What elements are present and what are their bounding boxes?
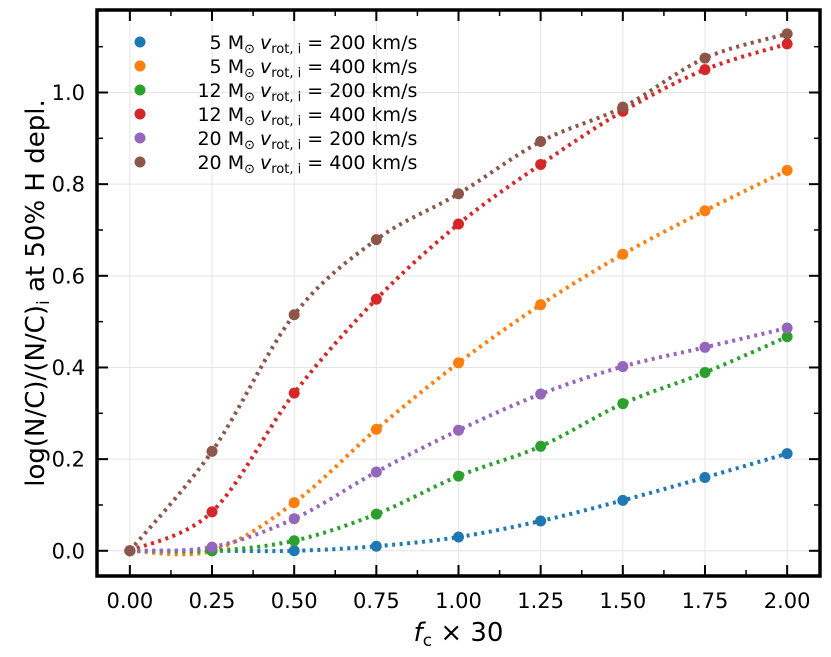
legend-rot-3: vrot, i = 400 km/s (260, 104, 417, 129)
y-tick-label: 1.0 (52, 81, 85, 105)
axis-ticks: 0.00 0.25 0.50 0.75 1.00 1.25 1.50 1.75 2.00 0.0 0… (52, 10, 820, 613)
data-point-series-1 (535, 299, 547, 311)
x-tick-label: 1.50 (599, 589, 646, 613)
data-point-series-5 (699, 52, 711, 64)
data-point-series-2 (781, 331, 793, 343)
grid (97, 10, 820, 576)
x-tick-label: 0.75 (353, 589, 400, 613)
x-tick-label: 1.25 (517, 589, 564, 613)
fit-curve-series-1 (129, 168, 789, 557)
x-tick-label: 0.25 (189, 589, 236, 613)
data-point-series-2 (370, 508, 382, 520)
data-point-series-3 (288, 387, 300, 399)
y-tick-label: 0.4 (52, 356, 85, 380)
x-tick-label: 0.50 (271, 589, 318, 613)
legend-label-0: 5 M⊙ (210, 32, 255, 57)
x-axis-title: fc × 30 (414, 618, 504, 651)
data-point-series-1 (617, 248, 629, 260)
legend-marker-0 (134, 36, 146, 48)
data-point-series-3 (535, 158, 547, 170)
data-point-series-5 (288, 309, 300, 321)
data-point-series-4 (781, 322, 793, 334)
legend-rot-2: vrot, i = 200 km/s (260, 80, 417, 105)
data-point-series-3 (453, 218, 464, 230)
legend-marker-5 (134, 156, 146, 168)
fit-curves (128, 31, 789, 557)
fit-curve-series-3 (129, 42, 788, 553)
legend-label-2: 12 M⊙ (197, 80, 255, 105)
legend-marker-3 (134, 108, 146, 120)
data-point-series-4 (453, 424, 464, 436)
data-point-series-5 (535, 136, 547, 148)
data-point-series-4 (288, 513, 300, 525)
data-point-series-1 (453, 357, 464, 369)
data-point-series-4 (617, 361, 629, 373)
data-point-series-5 (617, 101, 629, 113)
data-point-series-4 (206, 541, 218, 553)
y-axis-title: log(N/C)/(N/C)i at 50% H depl. (21, 99, 54, 486)
x-tick-label: 1.00 (435, 589, 482, 613)
legend-label-3: 12 M⊙ (197, 104, 255, 129)
data-point-series-5 (453, 188, 464, 200)
data-point-series-3 (781, 38, 793, 50)
y-tick-label: 0.6 (52, 264, 85, 288)
x-tick-label: 1.75 (682, 589, 729, 613)
data-point-series-5 (206, 445, 218, 457)
legend-rot-4: vrot, i = 200 km/s (260, 128, 417, 153)
data-point-series-0 (370, 540, 382, 552)
data-point-series-3 (699, 64, 711, 76)
legend-label-4: 20 M⊙ (197, 128, 255, 153)
data-point-series-0 (781, 448, 793, 460)
data-point-series-1 (288, 497, 300, 509)
data-point-series-2 (535, 440, 547, 452)
data-points (124, 28, 793, 557)
x-tick-label: 2.00 (764, 589, 811, 613)
legend-label-1: 5 M⊙ (210, 56, 255, 81)
data-point-series-2 (617, 398, 629, 410)
legend-label-5: 20 M⊙ (197, 152, 255, 177)
data-point-series-5 (124, 545, 136, 557)
data-point-series-1 (370, 423, 382, 435)
y-tick-label: 0.8 (52, 173, 85, 197)
data-point-series-1 (699, 205, 711, 217)
data-point-series-0 (699, 471, 711, 483)
legend-marker-1 (134, 60, 146, 72)
data-point-series-0 (288, 545, 300, 557)
data-point-series-3 (370, 293, 382, 305)
y-tick-label: 0.2 (52, 448, 85, 472)
data-point-series-1 (781, 164, 793, 176)
data-point-series-5 (370, 234, 382, 246)
legend: 5 M⊙ vrot, i = 200 km/s5 M⊙ vrot, i = 400 … (134, 32, 417, 177)
data-point-series-2 (288, 535, 300, 547)
fit-curve-series-4 (129, 326, 788, 553)
data-point-series-2 (699, 367, 711, 379)
legend-rot-0: vrot, i = 200 km/s (260, 32, 417, 57)
data-point-series-5 (781, 28, 793, 40)
legend-rot-1: vrot, i = 400 km/s (260, 56, 417, 81)
legend-rot-5: vrot, i = 400 km/s (260, 152, 417, 177)
x-tick-label: 0.00 (106, 589, 153, 613)
fit-curve-series-5 (128, 31, 788, 553)
legend-marker-2 (134, 84, 146, 96)
data-point-series-0 (617, 494, 629, 506)
data-point-series-4 (535, 388, 547, 400)
data-point-series-2 (453, 470, 464, 482)
data-point-series-4 (370, 466, 382, 478)
legend-marker-4 (134, 132, 146, 144)
data-point-series-4 (699, 341, 711, 353)
data-point-series-3 (206, 506, 218, 518)
data-point-series-0 (453, 531, 464, 543)
data-point-series-0 (535, 515, 547, 527)
y-tick-label: 0.0 (52, 539, 85, 563)
fit-curve-series-2 (129, 334, 788, 554)
